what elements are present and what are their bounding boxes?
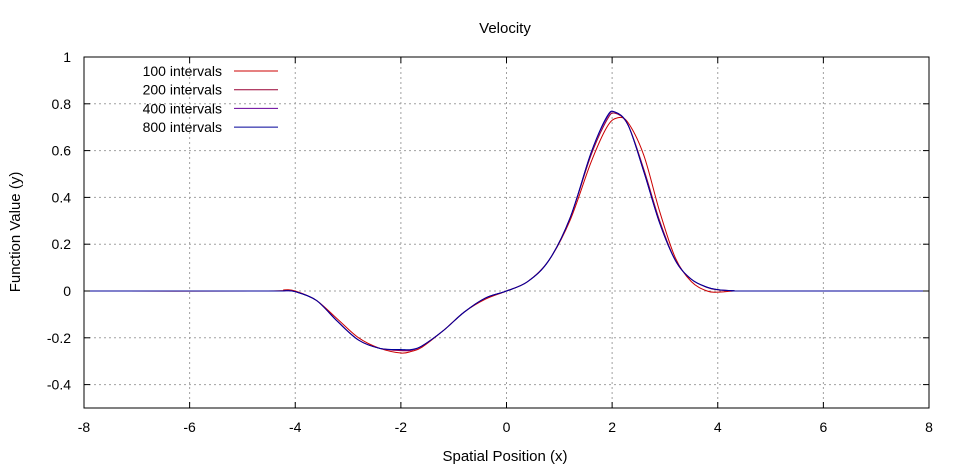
legend-label: 100 intervals bbox=[143, 63, 222, 79]
y-tick-label: 0.4 bbox=[52, 189, 72, 205]
y-tick-label: 0.6 bbox=[52, 143, 72, 159]
y-tick-labels: -0.4 -0.2 0 0.2 0.4 0.6 0.8 1 bbox=[47, 49, 71, 393]
x-tick-label: 6 bbox=[819, 419, 827, 435]
axis-ticks bbox=[83, 56, 930, 408]
x-tick-label: -6 bbox=[183, 419, 196, 435]
legend-label: 200 intervals bbox=[143, 82, 222, 98]
y-tick-label: 1 bbox=[63, 49, 71, 65]
x-axis-label: Spatial Position (x) bbox=[442, 448, 567, 465]
x-tick-label: 2 bbox=[608, 419, 616, 435]
y-tick-label: 0.8 bbox=[52, 96, 72, 112]
series-line-4 bbox=[83, 110, 930, 351]
y-tick-label: 0 bbox=[63, 283, 71, 299]
y-axis-label: Function Value (y) bbox=[7, 172, 24, 293]
x-tick-label: 8 bbox=[925, 419, 933, 435]
x-tick-label: -8 bbox=[78, 419, 91, 435]
y-tick-label: 0.2 bbox=[52, 236, 72, 252]
series-layer bbox=[83, 110, 930, 354]
legend: 100 intervals 200 intervals 400 intervals 8… bbox=[143, 63, 278, 135]
y-tick-label: -0.2 bbox=[47, 330, 71, 346]
x-tick-label: 4 bbox=[714, 419, 722, 435]
x-tick-label: -4 bbox=[289, 419, 302, 435]
y-tick-label: -0.4 bbox=[47, 377, 71, 393]
legend-label: 400 intervals bbox=[143, 100, 222, 116]
x-tick-label: 0 bbox=[503, 419, 511, 435]
legend-label: 800 intervals bbox=[143, 119, 222, 135]
chart-title: Velocity bbox=[479, 20, 531, 37]
x-tick-labels: -8 -6 -4 -2 0 2 4 6 8 bbox=[78, 419, 933, 435]
x-tick-label: -2 bbox=[395, 419, 408, 435]
